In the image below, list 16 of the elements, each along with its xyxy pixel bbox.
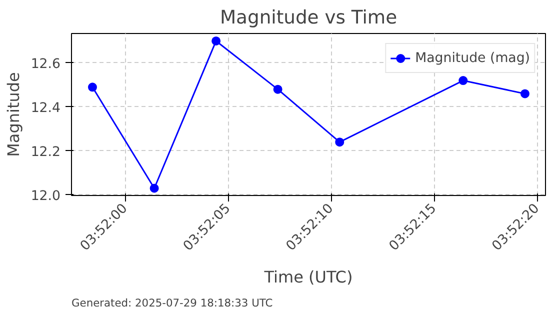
y-tick-label: 12.0 [30,188,61,204]
point [335,138,344,147]
point [520,89,530,98]
y-axis-title: Magnitude [4,72,23,157]
point [212,36,221,46]
point [458,76,468,86]
chart-title: Magnitude vs Time [220,8,398,28]
text: Generated: 2025-07-29 18:18:33 UTC [72,296,273,310]
legend-label: Magnitude (mag) [415,50,530,66]
point [150,184,159,193]
x-axis-title: Time (UTC) [263,267,353,286]
y-tick-label: 12.2 [30,144,61,160]
y-tick-label: 12.4 [30,100,61,116]
point [273,84,282,94]
y-tick-label: 12.6 [30,56,61,72]
point [88,82,97,92]
